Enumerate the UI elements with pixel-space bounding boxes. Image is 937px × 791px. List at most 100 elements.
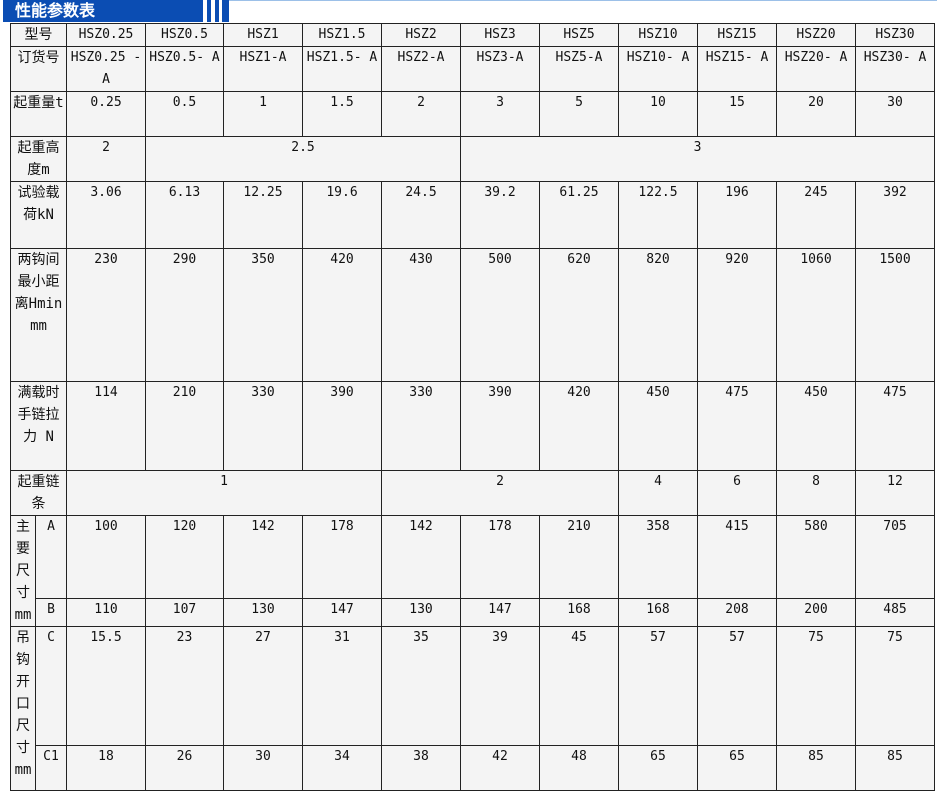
value-cell: HSZ1.5- A bbox=[302, 46, 382, 92]
value-cell: 500 bbox=[460, 248, 540, 382]
table-cell: 8 bbox=[776, 470, 856, 516]
value-cell: 6.13 bbox=[145, 181, 224, 249]
row-hmin: 两钩间最小距离Hmin mm 230 290 350 420 430 500 620 820 92… bbox=[10, 248, 935, 382]
value-cell: 1060 bbox=[776, 248, 856, 382]
value-cell: 230 bbox=[66, 248, 146, 382]
value-cell: 122.5 bbox=[618, 181, 698, 249]
sub-label: B bbox=[35, 598, 67, 627]
row-label: 试验载荷kN bbox=[10, 181, 67, 249]
value-cell: 27 bbox=[223, 626, 303, 746]
value-cell: 392 bbox=[855, 181, 935, 249]
model-cell: HSZ0.5 bbox=[145, 23, 224, 47]
value-cell: 390 bbox=[460, 381, 540, 471]
value-cell: 147 bbox=[302, 598, 382, 627]
value-cell: HSZ2-A bbox=[381, 46, 461, 92]
value-cell: 5 bbox=[539, 91, 619, 137]
value-cell: 475 bbox=[855, 381, 935, 471]
value-cell: 330 bbox=[223, 381, 303, 471]
value-cell: 42 bbox=[460, 745, 540, 791]
model-cell: HSZ2 bbox=[381, 23, 461, 47]
value-cell: 35 bbox=[381, 626, 461, 746]
value-cell: 15 bbox=[697, 91, 777, 137]
model-cell: HSZ30 bbox=[855, 23, 935, 47]
value-cell: 245 bbox=[776, 181, 856, 249]
section-title: 性能参数表 bbox=[3, 0, 203, 22]
sub-label: C bbox=[35, 626, 67, 746]
banner-decoration bbox=[222, 0, 229, 22]
value-cell: 31 bbox=[302, 626, 382, 746]
value-cell: 705 bbox=[855, 515, 935, 599]
row-label: 起重链条 bbox=[10, 470, 67, 516]
value-cell: 0.25 bbox=[66, 91, 146, 137]
model-cell: HSZ3 bbox=[460, 23, 540, 47]
table-cell: 6 bbox=[697, 470, 777, 516]
model-cell: HSZ10 bbox=[618, 23, 698, 47]
value-cell: HSZ5-A bbox=[539, 46, 619, 92]
value-cell: 110 bbox=[66, 598, 146, 627]
value-cell: 120 bbox=[145, 515, 224, 599]
value-cell: 147 bbox=[460, 598, 540, 627]
value-cell: 358 bbox=[618, 515, 698, 599]
row-order: 订货号 HSZ0.25 -A HSZ0.5- A HSZ1-A HSZ1.5- A HSZ… bbox=[10, 46, 935, 92]
row-test: 试验载荷kN 3.06 6.13 12.25 19.6 24.5 39.2 61.25 122.… bbox=[10, 181, 935, 249]
value-cell: 48 bbox=[539, 745, 619, 791]
spec-table: 型号 HSZ0.25 HSZ0.5 HSZ1 HSZ1.5 HSZ2 HSZ3 HSZ5 HSZ… bbox=[10, 23, 935, 791]
value-cell: 485 bbox=[855, 598, 935, 627]
value-cell: 350 bbox=[223, 248, 303, 382]
value-cell: 168 bbox=[618, 598, 698, 627]
value-cell: 450 bbox=[776, 381, 856, 471]
value-cell: 100 bbox=[66, 515, 146, 599]
value-cell: 18 bbox=[66, 745, 146, 791]
value-cell: HSZ30- A bbox=[855, 46, 935, 92]
value-cell: 57 bbox=[618, 626, 698, 746]
model-cell: HSZ15 bbox=[697, 23, 777, 47]
row-chain: 起重链条 1 2 4 6 8 12 bbox=[10, 470, 935, 516]
value-cell: 85 bbox=[776, 745, 856, 791]
value-cell: HSZ10- A bbox=[618, 46, 698, 92]
banner-line bbox=[229, 0, 937, 1]
model-cell: HSZ1 bbox=[223, 23, 303, 47]
row-A: 主要尺寸mm A 100 120 142 178 142 178 210 358 415 580 705 bbox=[10, 515, 935, 627]
row-label: 起重量t bbox=[10, 91, 67, 137]
value-cell: 168 bbox=[539, 598, 619, 627]
row-label: 两钩间最小距离Hmin mm bbox=[10, 248, 67, 382]
value-cell: HSZ0.5- A bbox=[145, 46, 224, 92]
value-cell: 415 bbox=[697, 515, 777, 599]
value-cell: 30 bbox=[855, 91, 935, 137]
row-label: 型号 bbox=[10, 23, 67, 47]
row-C: 吊钩开口尺寸mm C 15.5 23 27 31 35 39 45 57 57 75 75 bbox=[10, 626, 935, 791]
value-cell: 38 bbox=[381, 745, 461, 791]
value-cell: 75 bbox=[776, 626, 856, 746]
value-cell: 57 bbox=[697, 626, 777, 746]
row-label: 起重高度m bbox=[10, 136, 67, 182]
group-label: 主要尺寸mm bbox=[10, 515, 36, 627]
value-cell: 142 bbox=[381, 515, 461, 599]
value-cell: HSZ15- A bbox=[697, 46, 777, 92]
value-cell: 45 bbox=[539, 626, 619, 746]
value-cell: 20 bbox=[776, 91, 856, 137]
row-load: 起重量t 0.25 0.5 1 1.5 2 3 5 10 15 20 30 bbox=[10, 91, 935, 137]
value-cell: 0.5 bbox=[145, 91, 224, 137]
value-cell: 23 bbox=[145, 626, 224, 746]
table-cell: 3 bbox=[460, 136, 935, 182]
group-label: 吊钩开口尺寸mm bbox=[10, 626, 36, 791]
value-cell: 19.6 bbox=[302, 181, 382, 249]
value-cell: 420 bbox=[539, 381, 619, 471]
value-cell: 114 bbox=[66, 381, 146, 471]
row-label: 订货号 bbox=[10, 46, 67, 92]
value-cell: 15.5 bbox=[66, 626, 146, 746]
value-cell: 820 bbox=[618, 248, 698, 382]
value-cell: 330 bbox=[381, 381, 461, 471]
value-cell: 210 bbox=[539, 515, 619, 599]
value-cell: 24.5 bbox=[381, 181, 461, 249]
row-model: 型号 HSZ0.25 HSZ0.5 HSZ1 HSZ1.5 HSZ2 HSZ3 HSZ5 HSZ… bbox=[10, 23, 935, 47]
value-cell: 2 bbox=[381, 91, 461, 137]
section-banner: 性能参数表 bbox=[0, 0, 937, 23]
value-cell: 290 bbox=[145, 248, 224, 382]
table-cell: 12 bbox=[855, 470, 935, 516]
value-cell: 10 bbox=[618, 91, 698, 137]
value-cell: 107 bbox=[145, 598, 224, 627]
model-cell: HSZ5 bbox=[539, 23, 619, 47]
value-cell: 85 bbox=[855, 745, 935, 791]
banner-decoration bbox=[215, 0, 219, 22]
